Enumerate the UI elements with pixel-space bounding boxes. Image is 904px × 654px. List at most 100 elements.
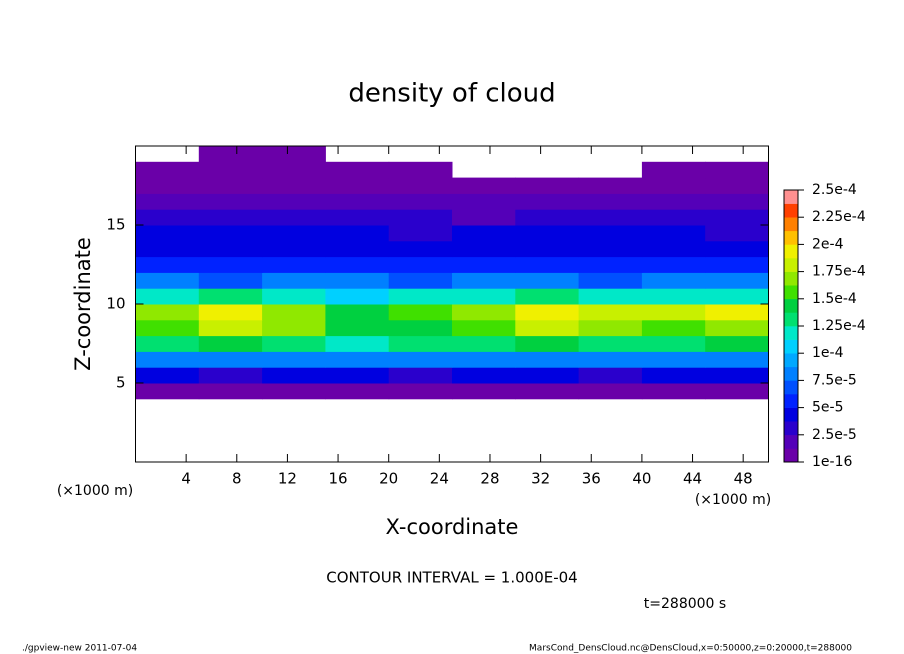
y-axis-label: Z-coordinate bbox=[71, 237, 95, 371]
colorbar-label: 1.5e-4 bbox=[812, 291, 857, 307]
cell bbox=[135, 383, 200, 400]
x-tick-label: 20 bbox=[379, 470, 398, 488]
colorbar-label: 1e-16 bbox=[812, 454, 852, 470]
cell bbox=[388, 240, 453, 258]
cell bbox=[452, 351, 516, 368]
cell bbox=[452, 240, 516, 258]
cell bbox=[452, 304, 516, 321]
cell bbox=[641, 272, 706, 289]
cell bbox=[135, 288, 200, 305]
cell bbox=[135, 240, 200, 258]
x-tick-label: 48 bbox=[734, 470, 753, 488]
colorbar-swatch bbox=[784, 339, 798, 354]
colorbar-swatch bbox=[784, 271, 798, 286]
x-tick-label: 40 bbox=[632, 470, 651, 488]
cell bbox=[262, 177, 326, 194]
cell bbox=[325, 161, 390, 179]
cell bbox=[325, 367, 390, 384]
cell bbox=[325, 304, 390, 321]
x-tick-label: 36 bbox=[582, 470, 601, 488]
cell bbox=[262, 272, 326, 289]
cell bbox=[452, 319, 516, 337]
x-unit: (×1000 m) bbox=[695, 492, 771, 508]
x-tick-label: 8 bbox=[232, 470, 242, 488]
cell bbox=[705, 161, 769, 179]
cell bbox=[135, 193, 200, 210]
cell bbox=[452, 335, 516, 352]
cell bbox=[198, 225, 263, 242]
cell bbox=[641, 383, 706, 400]
cell bbox=[705, 351, 769, 368]
colorbar-swatch bbox=[784, 353, 798, 368]
cell bbox=[198, 351, 263, 368]
cell bbox=[135, 256, 200, 273]
cell bbox=[135, 335, 200, 352]
cell bbox=[452, 256, 516, 273]
cell bbox=[135, 161, 200, 179]
colorbar-swatch bbox=[784, 312, 798, 327]
cell bbox=[325, 240, 390, 258]
cell bbox=[705, 319, 769, 337]
cell bbox=[388, 383, 453, 400]
cell bbox=[641, 177, 706, 194]
colorbar-label: 1.25e-4 bbox=[812, 318, 866, 334]
cell bbox=[452, 272, 516, 289]
cell bbox=[578, 288, 643, 305]
colorbar-label: 2.25e-4 bbox=[812, 209, 866, 225]
cell bbox=[705, 288, 769, 305]
cell bbox=[641, 367, 706, 384]
colorbar-label: 5e-5 bbox=[812, 400, 843, 416]
cell bbox=[388, 367, 453, 384]
colorbar-swatch bbox=[784, 298, 798, 313]
cell bbox=[262, 304, 326, 321]
cell bbox=[388, 193, 453, 210]
x-tick-label: 12 bbox=[278, 470, 297, 488]
cell bbox=[198, 177, 263, 194]
cell bbox=[515, 256, 580, 273]
cell bbox=[198, 256, 263, 273]
cell bbox=[515, 351, 580, 368]
cell bbox=[578, 319, 643, 337]
cell bbox=[452, 288, 516, 305]
cell bbox=[262, 161, 326, 179]
cell bbox=[198, 335, 263, 352]
x-tick-label: 4 bbox=[181, 470, 191, 488]
cell bbox=[452, 225, 516, 242]
cell bbox=[262, 288, 326, 305]
cell bbox=[325, 225, 390, 242]
cell bbox=[515, 177, 580, 194]
cell bbox=[325, 383, 390, 400]
cell bbox=[198, 272, 263, 289]
cell bbox=[198, 288, 263, 305]
cell bbox=[388, 272, 453, 289]
cell bbox=[388, 256, 453, 273]
colorbar-swatch bbox=[784, 203, 798, 218]
cell bbox=[135, 225, 200, 242]
cell bbox=[262, 367, 326, 384]
cell bbox=[262, 319, 326, 337]
colorbar-swatch bbox=[784, 448, 798, 463]
cell bbox=[515, 383, 580, 400]
cell bbox=[641, 288, 706, 305]
cell bbox=[262, 240, 326, 258]
cell bbox=[515, 193, 580, 210]
cell bbox=[578, 177, 643, 194]
cell bbox=[515, 288, 580, 305]
colorbar-label: 1.75e-4 bbox=[812, 264, 866, 280]
cell bbox=[578, 351, 643, 368]
cell bbox=[198, 367, 263, 384]
cell bbox=[325, 272, 390, 289]
cell bbox=[198, 319, 263, 337]
cell bbox=[325, 288, 390, 305]
cell bbox=[135, 351, 200, 368]
footer: ./gpview-new 2011-07-04 bbox=[22, 644, 137, 654]
cell bbox=[705, 335, 769, 352]
cell bbox=[705, 383, 769, 400]
cell bbox=[641, 351, 706, 368]
colorbar-label: 7.5e-5 bbox=[812, 372, 857, 388]
cell bbox=[325, 319, 390, 337]
cell bbox=[325, 335, 390, 352]
cell bbox=[578, 272, 643, 289]
cell bbox=[262, 383, 326, 400]
cell bbox=[641, 193, 706, 210]
